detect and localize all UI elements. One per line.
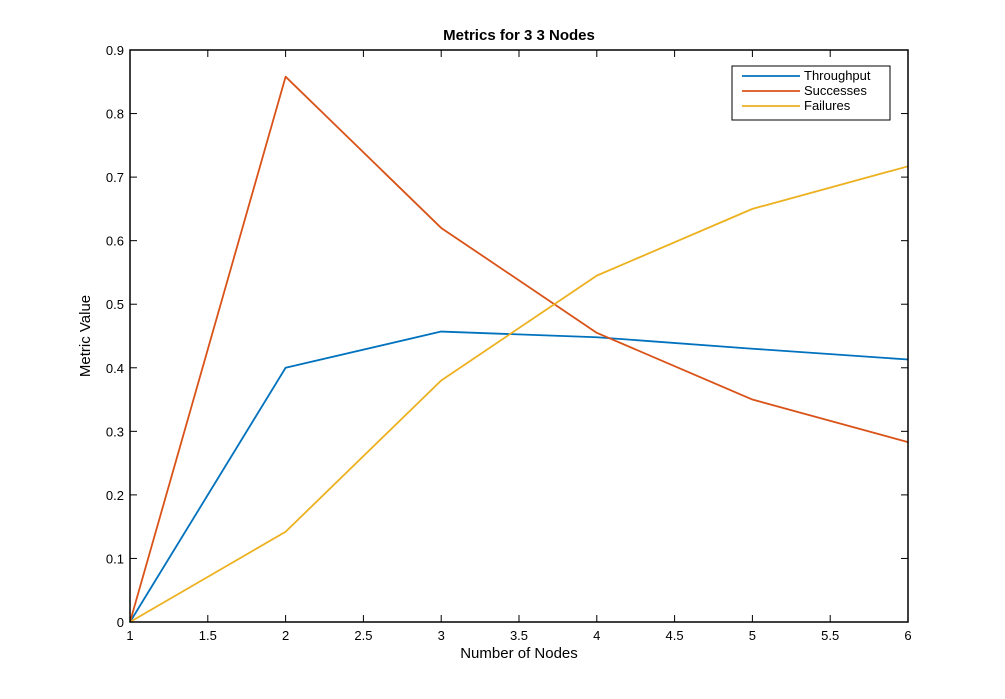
x-tick-label: 4.5 [666, 628, 684, 643]
chart-title: Metrics for 3 3 Nodes [443, 27, 595, 44]
x-tick-label: 3.5 [510, 628, 528, 643]
legend-label-throughput: Throughput [804, 68, 871, 83]
y-tick-label: 0.4 [106, 361, 124, 376]
y-tick-label: 0.1 [106, 551, 124, 566]
series-line-successes [129, 75, 909, 623]
x-tick-label: 3 [438, 628, 445, 643]
series-line-throughput [129, 330, 909, 623]
y-tick-label: 0.7 [106, 170, 124, 185]
x-tick-labels: 1 1.5 2 2.5 3 3.5 4 4.5 5 5.5 6 [126, 628, 911, 643]
series-line-failures [129, 165, 909, 623]
y-tick-label: 0.3 [106, 424, 124, 439]
x-tick-label: 2.5 [354, 628, 372, 643]
y-tick-label: 0.5 [106, 297, 124, 312]
y-tick-label: 0.2 [106, 488, 124, 503]
x-tick-label: 1 [126, 628, 133, 643]
plot-frame [129, 49, 909, 623]
y-tick-label: 0 [117, 615, 124, 630]
legend-label-failures: Failures [804, 98, 851, 113]
y-tick-label: 0.8 [106, 107, 124, 122]
plot-area [130, 50, 908, 622]
series-lines [129, 75, 909, 623]
x-tick-label: 5.5 [821, 628, 839, 643]
y-tick-label: 0.9 [106, 43, 124, 58]
x-tick-label: 2 [282, 628, 289, 643]
x-tick-label: 1.5 [199, 628, 217, 643]
legend-box [731, 65, 891, 121]
x-axis-label: Number of Nodes [460, 645, 578, 662]
x-tick-label: 6 [904, 628, 911, 643]
y-axis-label: Metric Value [77, 295, 94, 377]
x-tick-label: 5 [749, 628, 756, 643]
x-tick-label: 4 [593, 628, 600, 643]
y-tick-labels: 0 0.1 0.2 0.3 0.4 0.5 0.6 0.7 0.8 0.9 [106, 43, 124, 630]
y-tick-label: 0.6 [106, 234, 124, 249]
legend-label-successes: Successes [804, 83, 867, 98]
